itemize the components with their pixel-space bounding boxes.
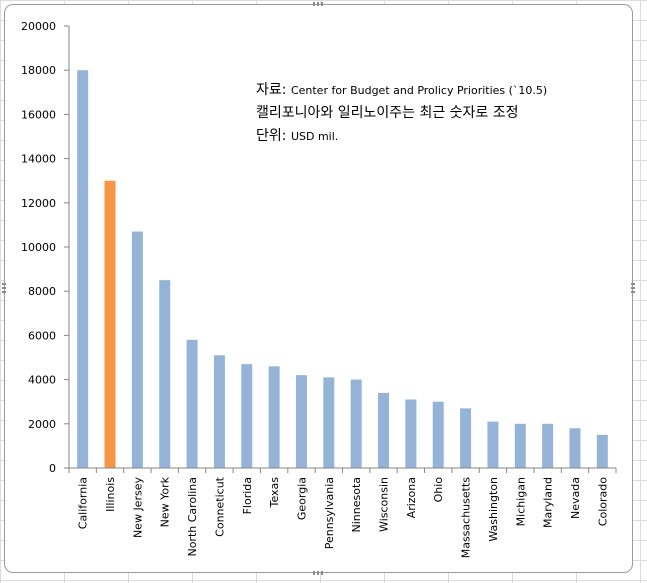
bar-florida: [241, 364, 253, 468]
chart-annotation: 자료: Center for Budget and Prolicy Priori…: [256, 78, 547, 148]
resize-handle-left[interactable]: [2, 283, 6, 295]
y-tick-label: 12000: [21, 197, 56, 210]
resize-handle-top[interactable]: [313, 2, 325, 6]
y-tick-label: 16000: [21, 108, 56, 121]
bar-maryland: [542, 423, 554, 468]
bar-new-york: [159, 280, 171, 468]
bar-washington: [487, 421, 499, 468]
bar-wisconsin: [378, 392, 390, 468]
y-tick-label: 4000: [28, 374, 56, 387]
annotation-source-prefix: 자료:: [256, 82, 291, 98]
annotation-source-text: Center for Budget and Prolicy Priorities…: [290, 84, 548, 97]
y-tick-label: 18000: [21, 64, 56, 77]
x-tick-label: Conneticut: [213, 476, 226, 537]
resize-handle-bottom[interactable]: [313, 571, 325, 575]
y-tick-label: 6000: [28, 329, 56, 342]
y-axis: 0 2000 4000 6000 8000 10000 12000 14000 16000 180…: [21, 20, 70, 475]
x-tick-label: Arizona: [405, 477, 418, 518]
bar-texas: [268, 366, 280, 468]
bar-georgia: [295, 375, 307, 468]
resize-handle-right[interactable]: [631, 283, 635, 295]
x-tick-label: New York: [159, 476, 172, 527]
bar-pennsylvania: [323, 377, 335, 468]
x-tick-label: Washington: [487, 477, 500, 542]
x-tick-label: Ohio: [432, 477, 445, 503]
bar-colorado: [596, 434, 608, 468]
bars: [77, 70, 608, 468]
x-tick-label: Colorado: [596, 477, 609, 526]
bar-conneticut: [213, 355, 225, 468]
annotation-unit-text: USD mil.: [290, 130, 339, 143]
x-tick-label: California: [77, 477, 90, 529]
annotation-note: 캘리포니아와 일리노이주는 최근 숫자로 조정: [256, 105, 519, 121]
bar-california: [77, 70, 89, 468]
x-tick-label: Maryland: [542, 477, 555, 528]
annotation-unit-line: 단위: USD mil.: [256, 124, 547, 148]
x-tick-label: Florida: [241, 477, 254, 514]
y-tick-label: 14000: [21, 153, 56, 166]
annotation-unit-prefix: 단위:: [256, 128, 291, 144]
y-tick-label: 0: [49, 462, 56, 475]
y-tick-label: 2000: [28, 418, 56, 431]
x-tick-label: Georgia: [295, 477, 308, 520]
x-tick-label: New Jersey: [131, 477, 144, 539]
bar-ninnesota: [350, 379, 362, 468]
x-tick-label: Michigan: [514, 477, 527, 526]
bar-massachusetts: [460, 408, 472, 468]
y-tick-label: 20000: [21, 20, 56, 33]
bar-new-jersey: [131, 231, 143, 468]
bar-ohio: [432, 401, 444, 468]
x-tick-label: Wisconsin: [378, 477, 391, 532]
y-tick-label: 8000: [28, 285, 56, 298]
x-tick-label: Pennsylvania: [323, 477, 336, 549]
bar-michigan: [514, 423, 526, 468]
x-tick-label: Illinois: [104, 477, 117, 512]
bar-north-carolina: [186, 339, 198, 468]
y-tick-label: 10000: [21, 241, 56, 254]
x-tick-label: Nevada: [569, 477, 582, 519]
bar-illinois: [104, 180, 116, 468]
x-tick-label: Massachusetts: [460, 477, 473, 559]
bar-arizona: [405, 399, 417, 468]
x-axis: California Illinois New Jersey New York Nort…: [68, 467, 617, 559]
x-tick-label: North Carolina: [186, 477, 199, 557]
x-tick-label: Ninnesota: [350, 477, 363, 533]
annotation-source-line: 자료: Center for Budget and Prolicy Priori…: [256, 78, 547, 102]
x-tick-label: Texas: [268, 477, 281, 509]
bar-nevada: [569, 428, 581, 468]
